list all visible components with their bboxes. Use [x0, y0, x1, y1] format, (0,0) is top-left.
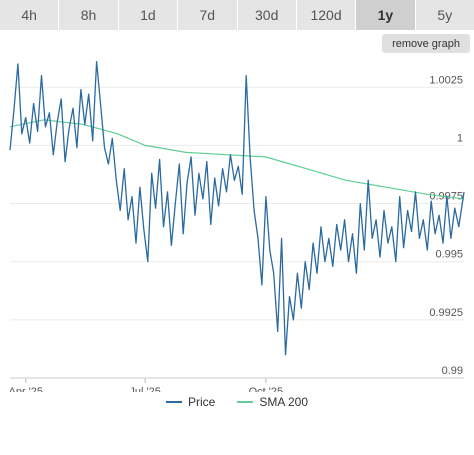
tab-1y[interactable]: 1y [356, 0, 416, 30]
legend-label-sma-200: SMA 200 [259, 395, 309, 409]
tab-1d[interactable]: 1d [118, 0, 179, 30]
legend-item-price[interactable]: Price [165, 395, 216, 409]
legend-item-sma-200[interactable]: SMA 200 [237, 395, 308, 409]
legend-swatch-sma-200 [237, 401, 254, 403]
chart-legend: Price SMA 200 [0, 392, 474, 412]
y-tick-label: 0.995 [435, 249, 463, 261]
timeframe-tabs: 4h 8h 1d 7d 30d 120d 1y 5y [0, 0, 474, 30]
series-line-price [9, 61, 465, 356]
y-tick-label: 1 [457, 132, 463, 144]
tab-5y[interactable]: 5y [415, 0, 474, 30]
x-tick-label: Jul '25 [129, 386, 160, 392]
y-tick-label: 0.9925 [429, 307, 463, 319]
tab-8h[interactable]: 8h [59, 0, 119, 30]
tab-4h[interactable]: 4h [0, 0, 60, 30]
tab-30d[interactable]: 30d [237, 0, 297, 30]
legend-label-price: Price [187, 395, 216, 409]
x-tick-label: Oct '25 [249, 386, 284, 392]
series-line-sma-200 [9, 119, 465, 200]
x-tick-label: Apr '25 [8, 386, 43, 392]
y-tick-label: 0.99 [442, 365, 463, 377]
y-tick-label: 1.0025 [429, 74, 463, 86]
tab-120d[interactable]: 120d [296, 0, 357, 30]
legend-swatch-price [165, 401, 182, 403]
tab-7d[interactable]: 7d [178, 0, 238, 30]
remove-graph-button[interactable]: remove graph [382, 34, 470, 53]
